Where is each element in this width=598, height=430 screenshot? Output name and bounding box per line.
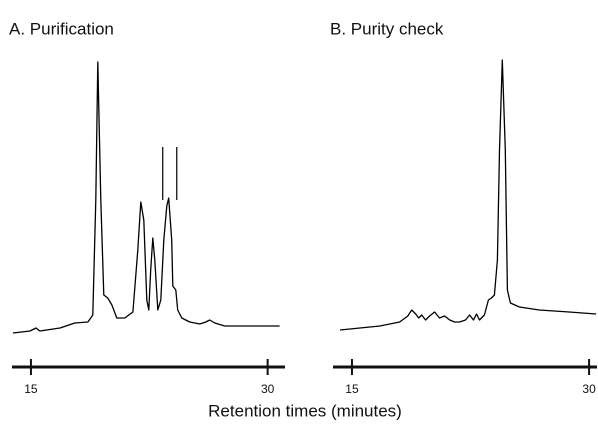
panel-title: A. Purification <box>9 19 114 38</box>
trace <box>12 61 280 334</box>
x-tick-label: 30 <box>261 382 275 396</box>
trace <box>339 59 597 331</box>
x-tick-label: 30 <box>582 382 596 396</box>
panel-title: B. Purity check <box>330 19 444 38</box>
x-axis-label: Retention times (minutes) <box>208 401 402 420</box>
x-tick-label: 15 <box>345 382 359 396</box>
x-tick-label: 15 <box>24 382 38 396</box>
